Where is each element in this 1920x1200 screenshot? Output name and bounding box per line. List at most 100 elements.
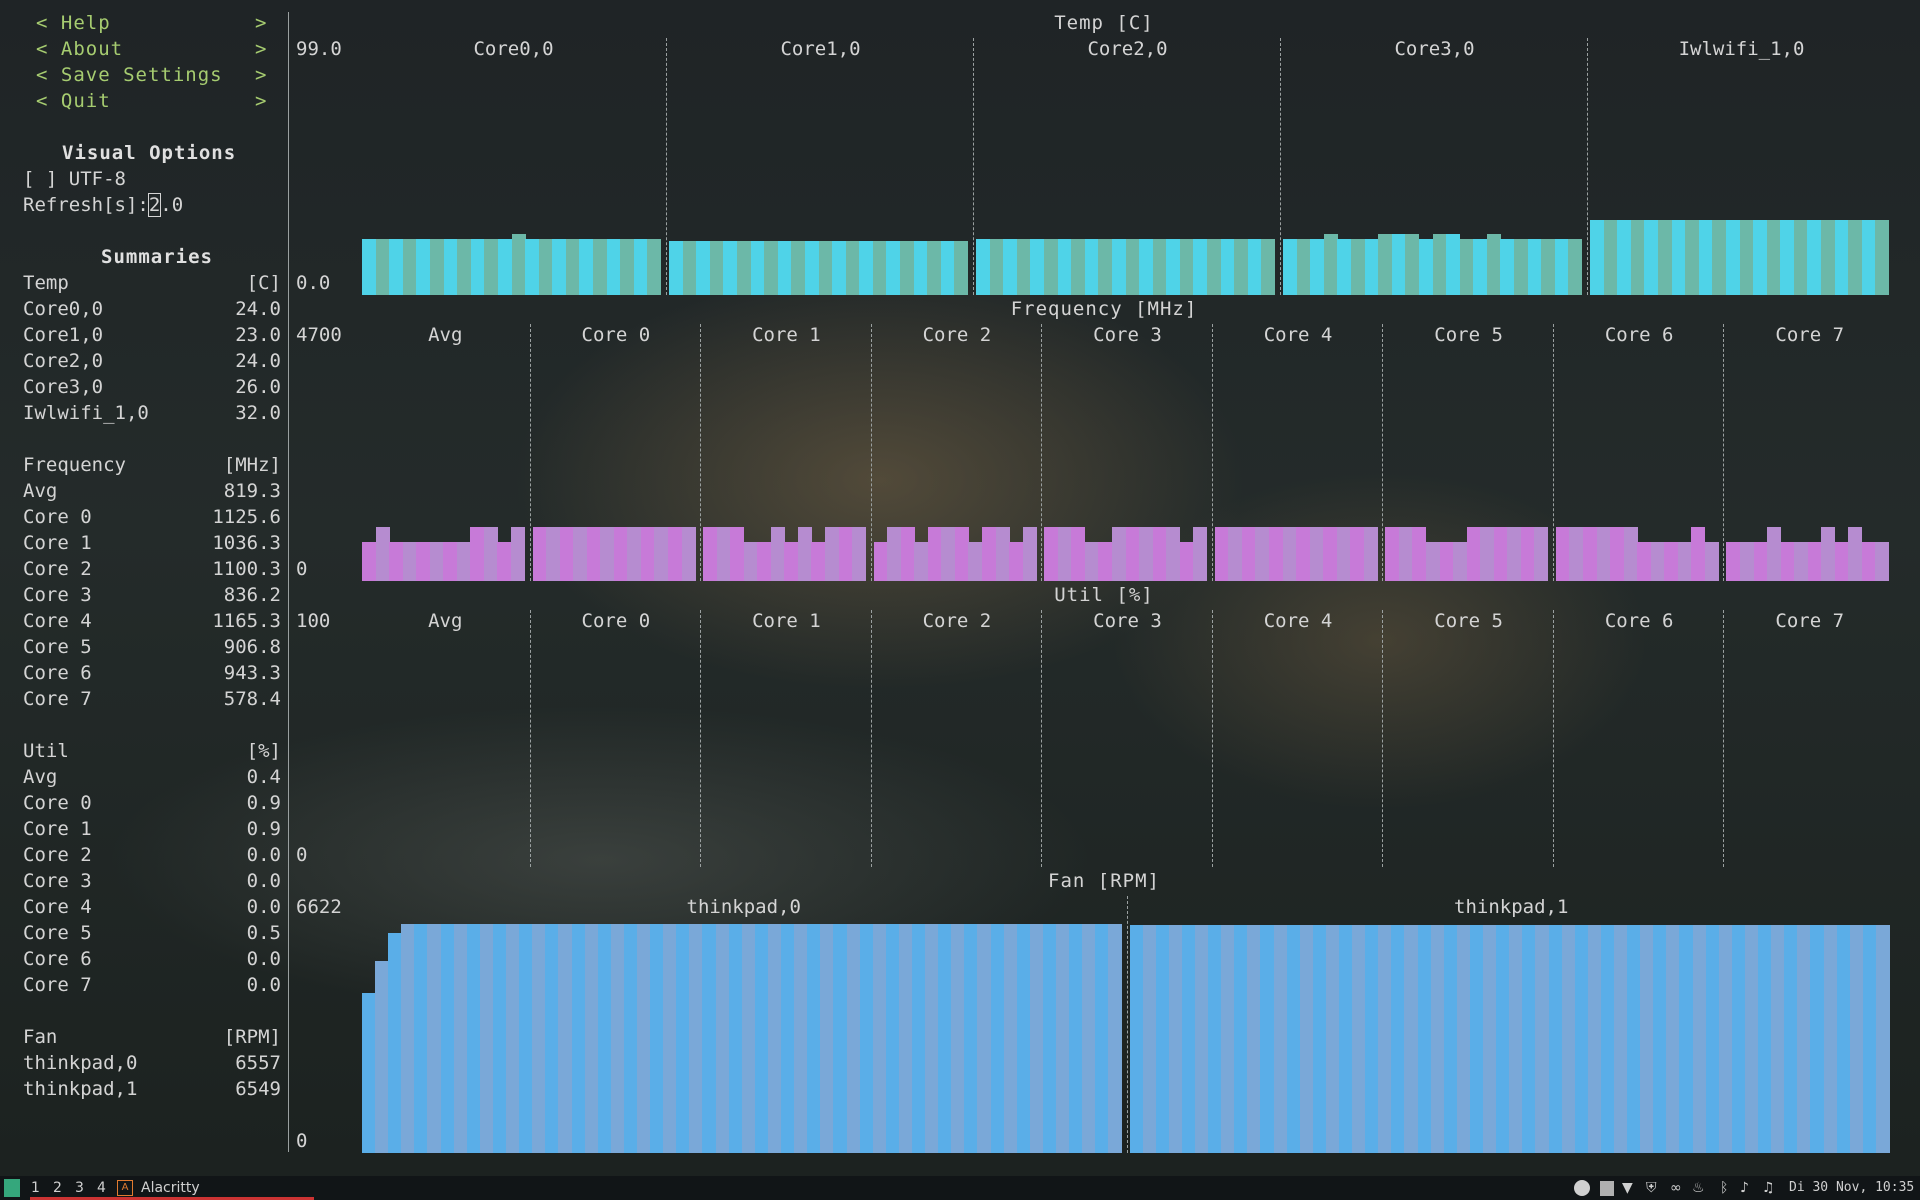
fan-bar <box>1758 924 1773 1153</box>
freq-bar <box>456 541 471 581</box>
fan-bar <box>1862 924 1877 1153</box>
menu-help[interactable]: < Help <box>36 12 111 34</box>
temp-bar <box>1084 239 1099 295</box>
fan-bar <box>951 924 966 1153</box>
fan-column-label: thinkpad,1 <box>1454 896 1569 918</box>
freq-bar <box>797 526 812 581</box>
freq-bar <box>1507 526 1522 581</box>
temp-bar <box>1861 220 1876 295</box>
freq-bar <box>1596 526 1611 581</box>
fan-bar <box>1509 924 1524 1153</box>
menu-quit[interactable]: < Quit <box>36 90 111 112</box>
fan-bar <box>571 924 586 1153</box>
taskbar-app-name[interactable]: Alacritty <box>141 1180 200 1196</box>
fan-bar <box>1221 924 1236 1153</box>
freq-bar <box>600 526 615 581</box>
fan-bar <box>807 924 822 1153</box>
freq-bar <box>838 526 853 581</box>
freq-bar <box>1336 526 1351 581</box>
freq-bar <box>1009 541 1024 581</box>
fan-bar <box>663 924 678 1153</box>
freq-bar <box>1664 541 1679 581</box>
temp-bar <box>1807 220 1822 295</box>
fan-bar <box>1469 924 1484 1153</box>
temp-bar <box>900 241 915 295</box>
summary-row: Avg 0.4 <box>23 766 281 790</box>
fan-bar <box>650 924 665 1153</box>
fan-bar <box>1692 924 1707 1153</box>
freq-bar <box>927 526 942 581</box>
workspace-4[interactable]: 4 <box>97 1180 106 1196</box>
freq-bar <box>1084 541 1099 581</box>
util-column-label: Core 6 <box>1604 610 1674 632</box>
summary-row: Core0,0 24.0 <box>23 298 281 322</box>
notification-bell-icon[interactable]: ♫ <box>1762 1180 1775 1196</box>
temp-bar <box>859 241 874 295</box>
manjaro-logo-icon[interactable] <box>4 1179 20 1197</box>
summary-row-value: 23.0 <box>235 324 281 346</box>
summary-row: Core 2 0.0 <box>23 844 281 868</box>
fan-bar <box>1771 924 1786 1153</box>
workspace-2[interactable]: 2 <box>53 1180 62 1196</box>
temp-bar <box>1875 220 1890 295</box>
freq-bar <box>1726 541 1741 581</box>
link-icon[interactable]: ∞ <box>1670 1180 1682 1196</box>
fan-bar <box>689 924 704 1153</box>
fan-graph-min: 0 <box>296 1130 308 1152</box>
flame-icon[interactable]: ♨ <box>1692 1180 1705 1196</box>
temp-bar <box>497 239 512 295</box>
visual-options-title: Visual Options <box>62 142 237 164</box>
summary-row-name: Core 5 <box>23 922 92 944</box>
freq-column-label: Core 0 <box>581 324 651 346</box>
workspace-3[interactable]: 3 <box>75 1180 84 1196</box>
util-column-label: Core 0 <box>581 610 651 632</box>
menu-quit-arrow-icon: > <box>255 90 267 112</box>
util-column-separator <box>870 610 872 867</box>
summary-row-value: 578.4 <box>223 688 281 710</box>
fan-bar <box>1095 924 1110 1153</box>
fan-bar <box>754 924 769 1153</box>
volume-icon[interactable]: ♪ <box>1740 1180 1749 1196</box>
utf8-checkbox[interactable]: [ ] UTF-8 <box>23 168 126 190</box>
fan-bar <box>977 924 992 1153</box>
summary-row-name: Core 1 <box>23 532 92 554</box>
temp-bar <box>1541 239 1556 295</box>
summary-header-unit: [C] <box>246 272 281 294</box>
temp-bar <box>764 241 779 295</box>
bluetooth-icon[interactable]: ᛒ <box>1720 1180 1729 1196</box>
fan-bar <box>1056 924 1071 1153</box>
util-column-separator <box>1552 610 1554 867</box>
clipboard-icon[interactable] <box>1600 1181 1614 1196</box>
temp-bar <box>736 241 751 295</box>
temp-bar <box>525 239 540 295</box>
refresh-field[interactable]: Refresh[s]:2.0 <box>23 193 183 217</box>
menu-save-settings[interactable]: < Save Settings <box>36 64 223 86</box>
freq-bar <box>1057 526 1072 581</box>
summary-row: Core 7 578.4 <box>23 688 281 712</box>
temp-bar <box>457 239 472 295</box>
temp-column-label: Iwlwifi_1,0 <box>1678 38 1805 60</box>
summary-freq-header: Frequency [MHz] <box>23 454 281 478</box>
util-column-label: Avg <box>428 610 463 632</box>
summary-header-label: Temp <box>23 272 69 294</box>
temp-bar <box>647 239 662 295</box>
temp-bar <box>1016 239 1031 295</box>
temp-bar <box>1139 239 1154 295</box>
fan-bar <box>820 924 835 1153</box>
freq-bar <box>1807 541 1822 581</box>
summary-row-value: 32.0 <box>235 402 281 424</box>
summary-row: Core 5 0.5 <box>23 922 281 946</box>
workspace-1[interactable]: 1 <box>31 1180 40 1196</box>
freq-bar <box>1350 526 1365 581</box>
freq-bar <box>1534 526 1549 581</box>
menu-about[interactable]: < About <box>36 38 124 60</box>
wifi-icon[interactable]: ▼ <box>1622 1180 1633 1196</box>
util-graph-title: Util [%] <box>1054 584 1154 606</box>
freq-bar <box>1179 541 1194 581</box>
freq-bar <box>1739 541 1754 581</box>
shield-icon[interactable]: ⛨ <box>1646 1180 1657 1196</box>
globe-icon[interactable] <box>1574 1180 1590 1196</box>
summary-row-value: 0.0 <box>246 870 281 892</box>
clock[interactable]: Di 30 Nov, 10:35 <box>1789 1180 1915 1195</box>
summary-row-value: 819.3 <box>223 480 281 502</box>
